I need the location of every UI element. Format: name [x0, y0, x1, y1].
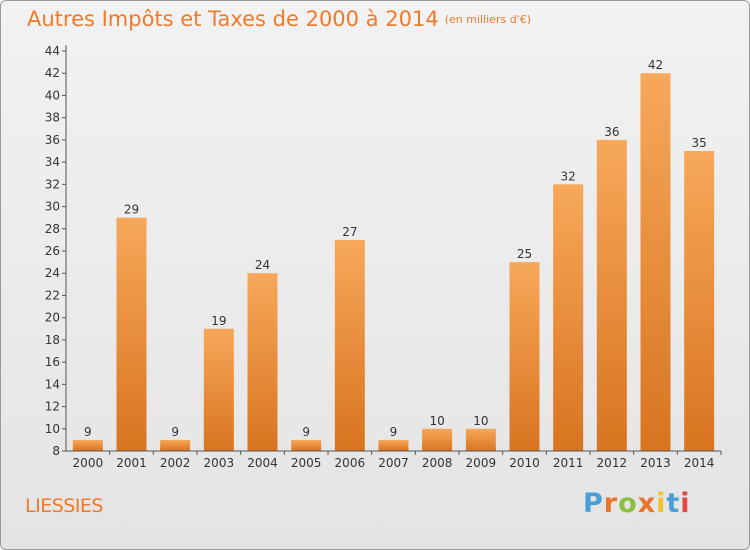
value-label-2011: 32	[561, 169, 576, 183]
value-label-2004: 24	[255, 258, 270, 272]
value-label-2013: 42	[648, 58, 663, 72]
y-tick-label: 30	[45, 200, 60, 214]
y-tick-label: 44	[45, 44, 60, 58]
y-tick-label: 32	[45, 177, 60, 191]
logo-letter: i	[680, 488, 691, 519]
y-tick-label: 34	[45, 155, 60, 169]
y-tick-label: 36	[45, 133, 60, 147]
bar-2013	[640, 73, 671, 451]
logo-letter: P	[583, 488, 604, 519]
value-label-2005: 9	[302, 425, 310, 439]
x-tick-label-2004: 2004	[247, 456, 278, 470]
x-tick-label-2010: 2010	[509, 456, 540, 470]
bar-2012	[596, 139, 627, 451]
y-tick-label: 42	[45, 66, 60, 80]
bar-2005	[291, 439, 322, 451]
y-axis: 8 10 12 14 16 18 20 22 24 26 28 30 32 34 36 38 40 42 44	[45, 44, 67, 458]
x-tick-label-2014: 2014	[684, 456, 715, 470]
y-tick-label: 10	[45, 422, 60, 436]
y-tick-label: 24	[45, 266, 60, 280]
bar-2014	[684, 151, 715, 451]
bar-2011	[553, 184, 584, 452]
logo-letter: t	[666, 488, 681, 519]
bar-2004	[247, 273, 278, 451]
x-tick-label-2013: 2013	[640, 456, 671, 470]
y-tick-label: 28	[45, 222, 60, 236]
bar-2006	[334, 239, 365, 451]
value-label-2008: 10	[430, 414, 445, 428]
proxiti-logo: Proxiti	[583, 488, 691, 519]
x-tick-label-2002: 2002	[160, 456, 191, 470]
logo-letter: o	[618, 488, 638, 519]
x-tick-label-2011: 2011	[553, 456, 584, 470]
bars	[72, 73, 715, 452]
value-label-2010: 25	[517, 247, 532, 261]
x-tick-label-2003: 2003	[204, 456, 235, 470]
value-label-2001: 29	[124, 203, 139, 217]
value-label-2003: 19	[211, 314, 226, 328]
value-label-2009: 10	[473, 414, 488, 428]
logo-letter: x	[637, 488, 657, 519]
chart-unit: (en milliers d'€)	[444, 13, 531, 26]
bar-2009	[465, 428, 496, 451]
bar-2007	[378, 439, 409, 451]
bar-2002	[160, 439, 191, 451]
value-label-2002: 9	[171, 425, 179, 439]
y-tick-label: 8	[52, 444, 60, 458]
x-tick-label-2005: 2005	[291, 456, 322, 470]
logo-letter: r	[603, 488, 619, 519]
x-tick-label-2012: 2012	[597, 456, 628, 470]
bar-2010	[509, 262, 540, 451]
x-tick-label-2001: 2001	[116, 456, 147, 470]
logo-letter: i	[656, 488, 667, 519]
y-tick-label: 18	[45, 333, 60, 347]
value-label-2007: 9	[390, 425, 398, 439]
value-label-2000: 9	[84, 425, 92, 439]
y-tick-label: 22	[45, 288, 60, 302]
chart-title-text: Autres Impôts et Taxes de 2000 à 2014	[27, 7, 439, 31]
bar-2001	[116, 217, 147, 451]
y-tick-label: 16	[45, 355, 60, 369]
y-tick-label: 26	[45, 244, 60, 258]
chart-title: Autres Impôts et Taxes de 2000 à 2014 (en…	[27, 7, 531, 31]
x-tick-label-2007: 2007	[378, 456, 409, 470]
value-label-2014: 35	[692, 136, 707, 150]
y-tick-label: 14	[45, 377, 60, 391]
commune-name: LIESSIES	[25, 495, 103, 517]
bar-chart: 8 10 12 14 16 18 20 22 24 26 28 30 32 34 36 38 40 42 44 9 2…	[45, 44, 722, 470]
bar-2000	[72, 439, 103, 451]
y-tick-label: 38	[45, 111, 60, 125]
x-tick-label-2008: 2008	[422, 456, 453, 470]
bar-2003	[203, 328, 234, 451]
x-tick-label-2009: 2009	[466, 456, 497, 470]
value-label-2012: 36	[604, 125, 619, 139]
bar-2008	[422, 428, 453, 451]
value-label-2006: 27	[342, 225, 357, 239]
y-tick-label: 20	[45, 311, 60, 325]
x-axis: 2000 2001 2002 2003 2004 2005 2006 2007 2008 2009…	[66, 450, 722, 470]
value-labels: 9 29 9 19 24 9 27 9 10 10 25 32 36 42 35	[84, 58, 707, 439]
x-tick-label-2000: 2000	[73, 456, 104, 470]
y-tick-label: 40	[45, 88, 60, 102]
y-tick-label: 12	[45, 400, 60, 414]
x-tick-label-2006: 2006	[335, 456, 366, 470]
